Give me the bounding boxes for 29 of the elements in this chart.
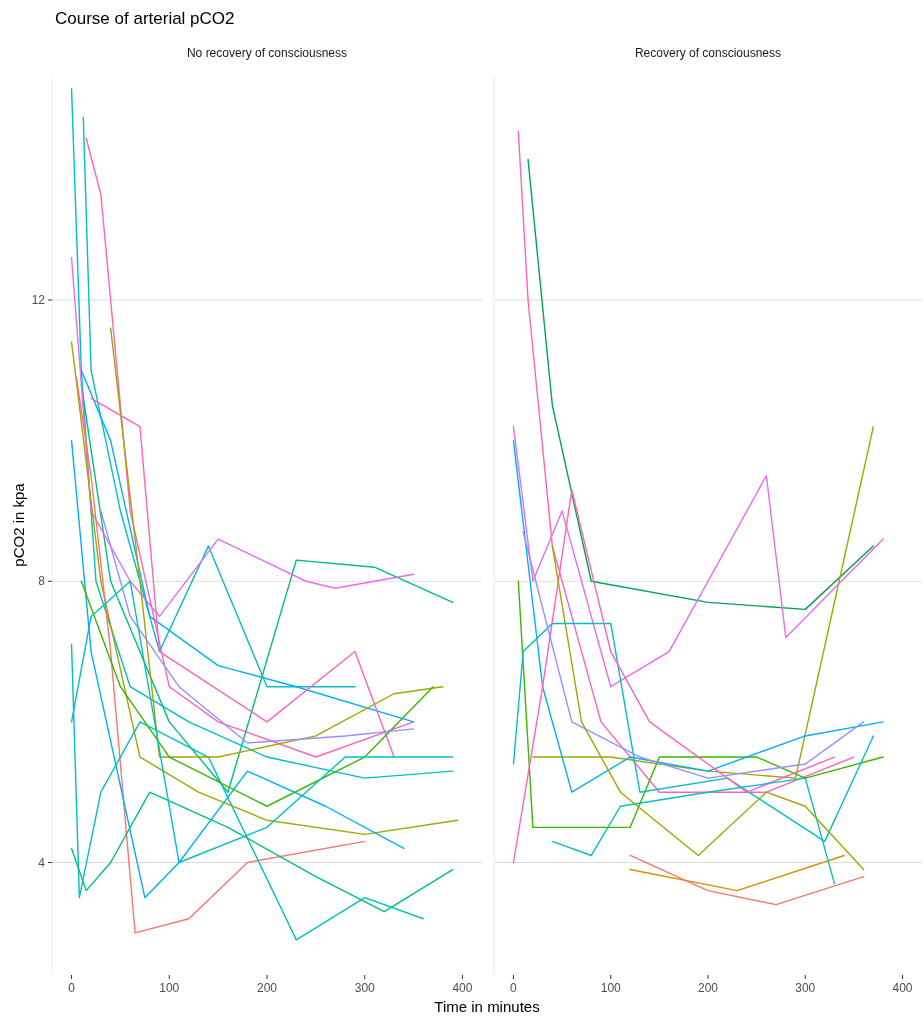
y-tick-label: 4 — [38, 855, 46, 870]
x-tick-label: 0 — [510, 981, 518, 995]
line-series — [82, 116, 356, 688]
chart-subtitle: No recovery of consciousness — [186, 46, 348, 60]
x-tick-label: 400 — [892, 981, 913, 995]
line-series — [109, 327, 444, 758]
x-tick-label: 100 — [600, 981, 622, 995]
y-axis-title: pCO2 in kpa — [10, 482, 27, 567]
x-tick-label: 200 — [697, 981, 719, 995]
x-tick-label: 300 — [354, 981, 376, 995]
x-tick-label: 200 — [256, 981, 278, 995]
line-series — [70, 439, 405, 899]
x-tick-label: 300 — [795, 981, 816, 995]
y-tick-label: 8 — [38, 574, 46, 589]
line-series — [70, 341, 459, 836]
chart-subtitle: Recovery of consciousness — [634, 46, 782, 60]
chart-title: Course of arterial pCO2 — [55, 9, 235, 28]
x-axis-title: Time in minutes — [434, 998, 540, 1015]
line-series — [80, 369, 415, 723]
line-series — [75, 376, 366, 934]
line-series — [80, 580, 434, 807]
line-series — [85, 137, 415, 758]
y-tick-label: 12 — [31, 293, 46, 307]
x-tick-label: 0 — [68, 981, 76, 995]
x-tick-label: 100 — [159, 981, 180, 995]
line-series — [70, 791, 454, 913]
line-series — [100, 510, 415, 744]
line-series — [70, 257, 415, 618]
x-tick-label: 400 — [452, 981, 473, 995]
